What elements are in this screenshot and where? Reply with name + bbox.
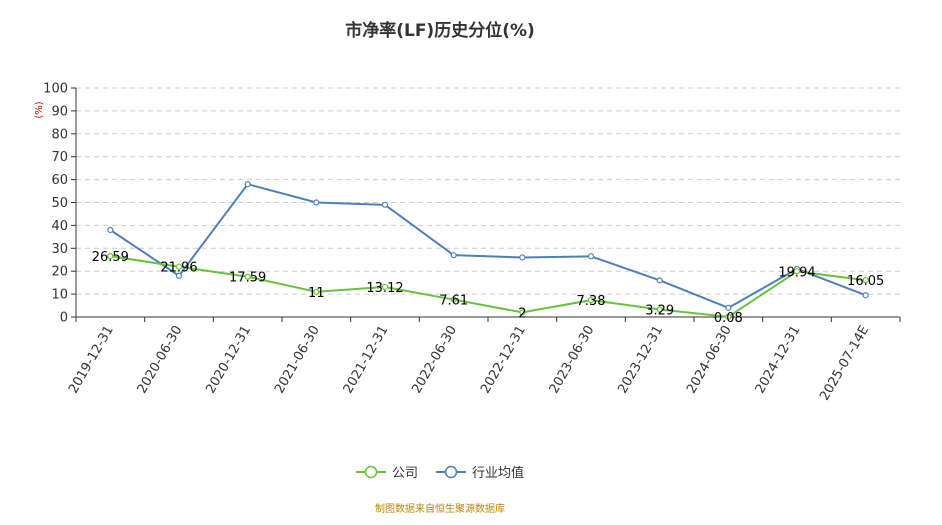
data-point	[313, 199, 320, 206]
y-tick-label: 30	[51, 242, 68, 257]
data-label: 17.59	[229, 271, 266, 286]
data-point	[519, 254, 526, 261]
legend-circle	[444, 465, 458, 478]
data-label: 19.94	[778, 265, 815, 280]
data-label: 7.38	[577, 294, 606, 309]
data-point	[862, 277, 869, 284]
x-tick-label: 2023-06-30	[547, 323, 598, 396]
y-tick-label: 60	[51, 173, 68, 188]
data-point	[107, 253, 114, 260]
data-label: 0.08	[714, 311, 743, 326]
data-point	[450, 252, 457, 259]
data-point	[381, 283, 389, 291]
series-line	[110, 255, 866, 318]
data-label: 11	[308, 286, 325, 301]
data-point	[107, 226, 114, 234]
legend-item[interactable]: 行业均值	[436, 462, 524, 481]
data-label: 7.61	[439, 294, 468, 309]
x-tick-label: 2022-12-31	[478, 323, 529, 396]
data-point	[725, 313, 732, 320]
y-tick-label: 20	[51, 265, 68, 280]
y-tick-label: 100	[43, 82, 68, 97]
data-label: 2	[518, 306, 526, 321]
data-point	[450, 296, 457, 303]
y-tick-label: 40	[51, 219, 68, 234]
legend-circle	[364, 465, 378, 478]
data-point	[381, 201, 389, 208]
x-tick-label: 2020-12-31	[203, 323, 254, 396]
x-tick-label: 2025-07-14E	[817, 323, 872, 403]
data-label: 3.29	[645, 303, 674, 318]
data-point	[793, 268, 801, 275]
data-label: 21.96	[160, 261, 197, 276]
data-point	[244, 181, 251, 188]
x-tick-label: 2019-12-31	[66, 323, 117, 396]
data-point	[725, 304, 732, 311]
legend: 公司 行业均值	[0, 462, 880, 481]
series-line	[109, 183, 867, 309]
y-tick-label: 10	[51, 288, 68, 303]
legend-label: 行业均值	[472, 466, 525, 481]
legend-marker-icon	[355, 465, 386, 478]
legend-marker-icon	[436, 465, 466, 478]
data-point	[519, 309, 526, 316]
data-point	[656, 277, 663, 284]
data-point	[175, 263, 183, 270]
data-label: 26.59	[92, 250, 129, 265]
data-point	[587, 296, 595, 304]
data-point	[587, 253, 595, 260]
y-axis-label: (%)	[34, 101, 45, 118]
data-label: 16.05	[847, 274, 884, 289]
data-point	[244, 273, 251, 280]
y-tick-label: 70	[51, 150, 68, 165]
x-tick-label: 2023-12-31	[615, 323, 666, 396]
x-tick-label: 2021-06-30	[272, 323, 323, 396]
x-tick-label: 2024-06-30	[684, 323, 735, 396]
data-point	[313, 288, 320, 295]
data-point	[862, 292, 869, 299]
y-tick-label: 50	[51, 196, 68, 211]
y-tick-label: 0	[60, 311, 68, 326]
x-tick-label: 2021-12-31	[341, 323, 392, 396]
data-point	[656, 306, 663, 313]
data-point	[175, 272, 183, 279]
y-tick-label: 80	[51, 127, 68, 142]
y-tick-label: 90	[51, 104, 68, 119]
legend-item[interactable]: 公司	[355, 462, 418, 481]
x-tick-label: 2024-12-31	[753, 323, 804, 396]
x-tick-label: 2020-06-30	[135, 323, 186, 396]
chart-title: 市净率(LF)历史分位(%)	[345, 21, 535, 41]
data-label: 13.12	[366, 281, 403, 296]
x-tick-label: 2022-06-30	[409, 323, 460, 396]
data-source-note: 制图数据来自恒生聚源数据库	[375, 504, 505, 515]
legend-label: 公司	[391, 466, 418, 481]
